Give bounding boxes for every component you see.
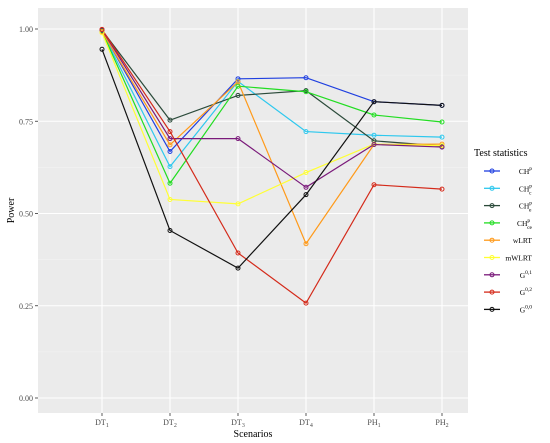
data-point	[99, 26, 105, 32]
data-point	[303, 75, 309, 81]
data-point	[235, 76, 241, 82]
data-point	[167, 136, 173, 142]
data-point	[371, 99, 377, 105]
x-tick-label: PH1	[367, 418, 380, 429]
series-line-2	[101, 29, 443, 147]
data-point	[167, 164, 173, 170]
data-point	[235, 79, 241, 85]
legend-label: CHp c	[519, 183, 532, 196]
data-point	[167, 196, 173, 202]
series-line-6	[101, 29, 443, 189]
data-point	[303, 241, 309, 247]
legend-label: G0,2	[520, 287, 533, 297]
data-point	[167, 149, 173, 155]
legend-title: Test statistics	[474, 148, 528, 159]
series-line-1	[101, 31, 443, 168]
data-point	[303, 89, 309, 95]
data-point	[167, 117, 173, 123]
legend-label: mWLRT	[505, 254, 532, 263]
legend-label: wLRT	[513, 236, 533, 245]
legend-label: CHp ce	[517, 218, 533, 231]
legend-label: CHp e	[519, 201, 532, 214]
x-axis-title: Scenarios	[234, 429, 273, 440]
y-axis: 0.00 0.25 0.50 0.75 1.00	[19, 25, 38, 403]
grid-lines	[38, 8, 468, 413]
series-line-8	[101, 49, 443, 269]
data-point	[303, 184, 309, 190]
series-line-3	[101, 30, 443, 185]
y-axis-title: Power	[6, 197, 17, 223]
data-point	[439, 119, 445, 125]
y-tick-label: 0.50	[19, 210, 33, 219]
y-tick-label: 0.75	[19, 117, 33, 126]
legend: Test statistics CHp CHp c CHp e CHp ce wLRT mWLR…	[474, 148, 533, 314]
data-point	[303, 300, 309, 306]
series-points	[99, 26, 445, 306]
data-point	[439, 102, 445, 108]
data-point	[439, 186, 445, 192]
x-tick-label: DT4	[299, 418, 313, 429]
legend-item: G0,1	[484, 270, 532, 280]
legend-item: CHp c	[484, 183, 532, 196]
legend-label: CHp	[519, 166, 532, 176]
x-tick-label: DT3	[231, 418, 245, 429]
data-point	[167, 142, 173, 148]
x-axis: DT1 DT2 DT3 DT4 PH1 PH2	[95, 413, 449, 429]
plot-panel	[38, 8, 468, 413]
legend-key-point	[489, 185, 495, 191]
legend-key-point	[489, 255, 495, 260]
data-point	[99, 46, 105, 52]
legend-item: wLRT	[484, 236, 532, 245]
y-tick-label: 0.00	[19, 394, 33, 403]
data-point	[439, 134, 445, 140]
data-point	[303, 192, 309, 198]
legend-key-point	[489, 306, 495, 312]
series-lines	[101, 29, 443, 305]
legend-item: CHp ce	[484, 218, 533, 231]
data-point	[235, 92, 241, 98]
data-point	[439, 144, 445, 150]
data-point	[371, 132, 377, 138]
data-point	[167, 227, 173, 233]
x-tick-label: PH2	[435, 418, 448, 429]
data-point	[235, 265, 241, 271]
y-tick-label: 0.25	[19, 302, 33, 311]
legend-item: G0,0	[484, 304, 532, 314]
legend-key-point	[489, 220, 495, 226]
data-point	[371, 141, 377, 147]
legend-label: G0,1	[520, 270, 533, 280]
legend-item: mWLRT	[484, 254, 532, 263]
legend-items: CHp CHp c CHp e CHp ce wLRT mWLRT G0,1 G0,2 G0,0	[484, 166, 533, 314]
data-point	[235, 136, 241, 142]
legend-key-point	[489, 203, 495, 209]
data-point	[303, 170, 309, 176]
legend-item: G0,2	[484, 287, 532, 297]
legend-key-point	[489, 272, 495, 278]
y-tick-label: 1.00	[19, 25, 33, 34]
data-point	[167, 129, 173, 135]
data-point	[235, 250, 241, 256]
legend-key-point	[489, 168, 495, 174]
legend-key-point	[489, 237, 495, 243]
legend-label: G0,0	[520, 304, 533, 314]
legend-key-point	[489, 289, 495, 295]
data-point	[99, 30, 105, 36]
series-line-7	[101, 29, 443, 305]
x-tick-label: DT2	[163, 418, 177, 429]
data-point	[167, 180, 173, 186]
data-point	[235, 201, 241, 207]
legend-item: CHp	[484, 166, 532, 176]
legend-item: CHp e	[484, 201, 532, 214]
data-point	[371, 182, 377, 188]
data-point	[371, 112, 377, 118]
x-tick-label: DT1	[95, 418, 109, 429]
data-point	[303, 129, 309, 135]
